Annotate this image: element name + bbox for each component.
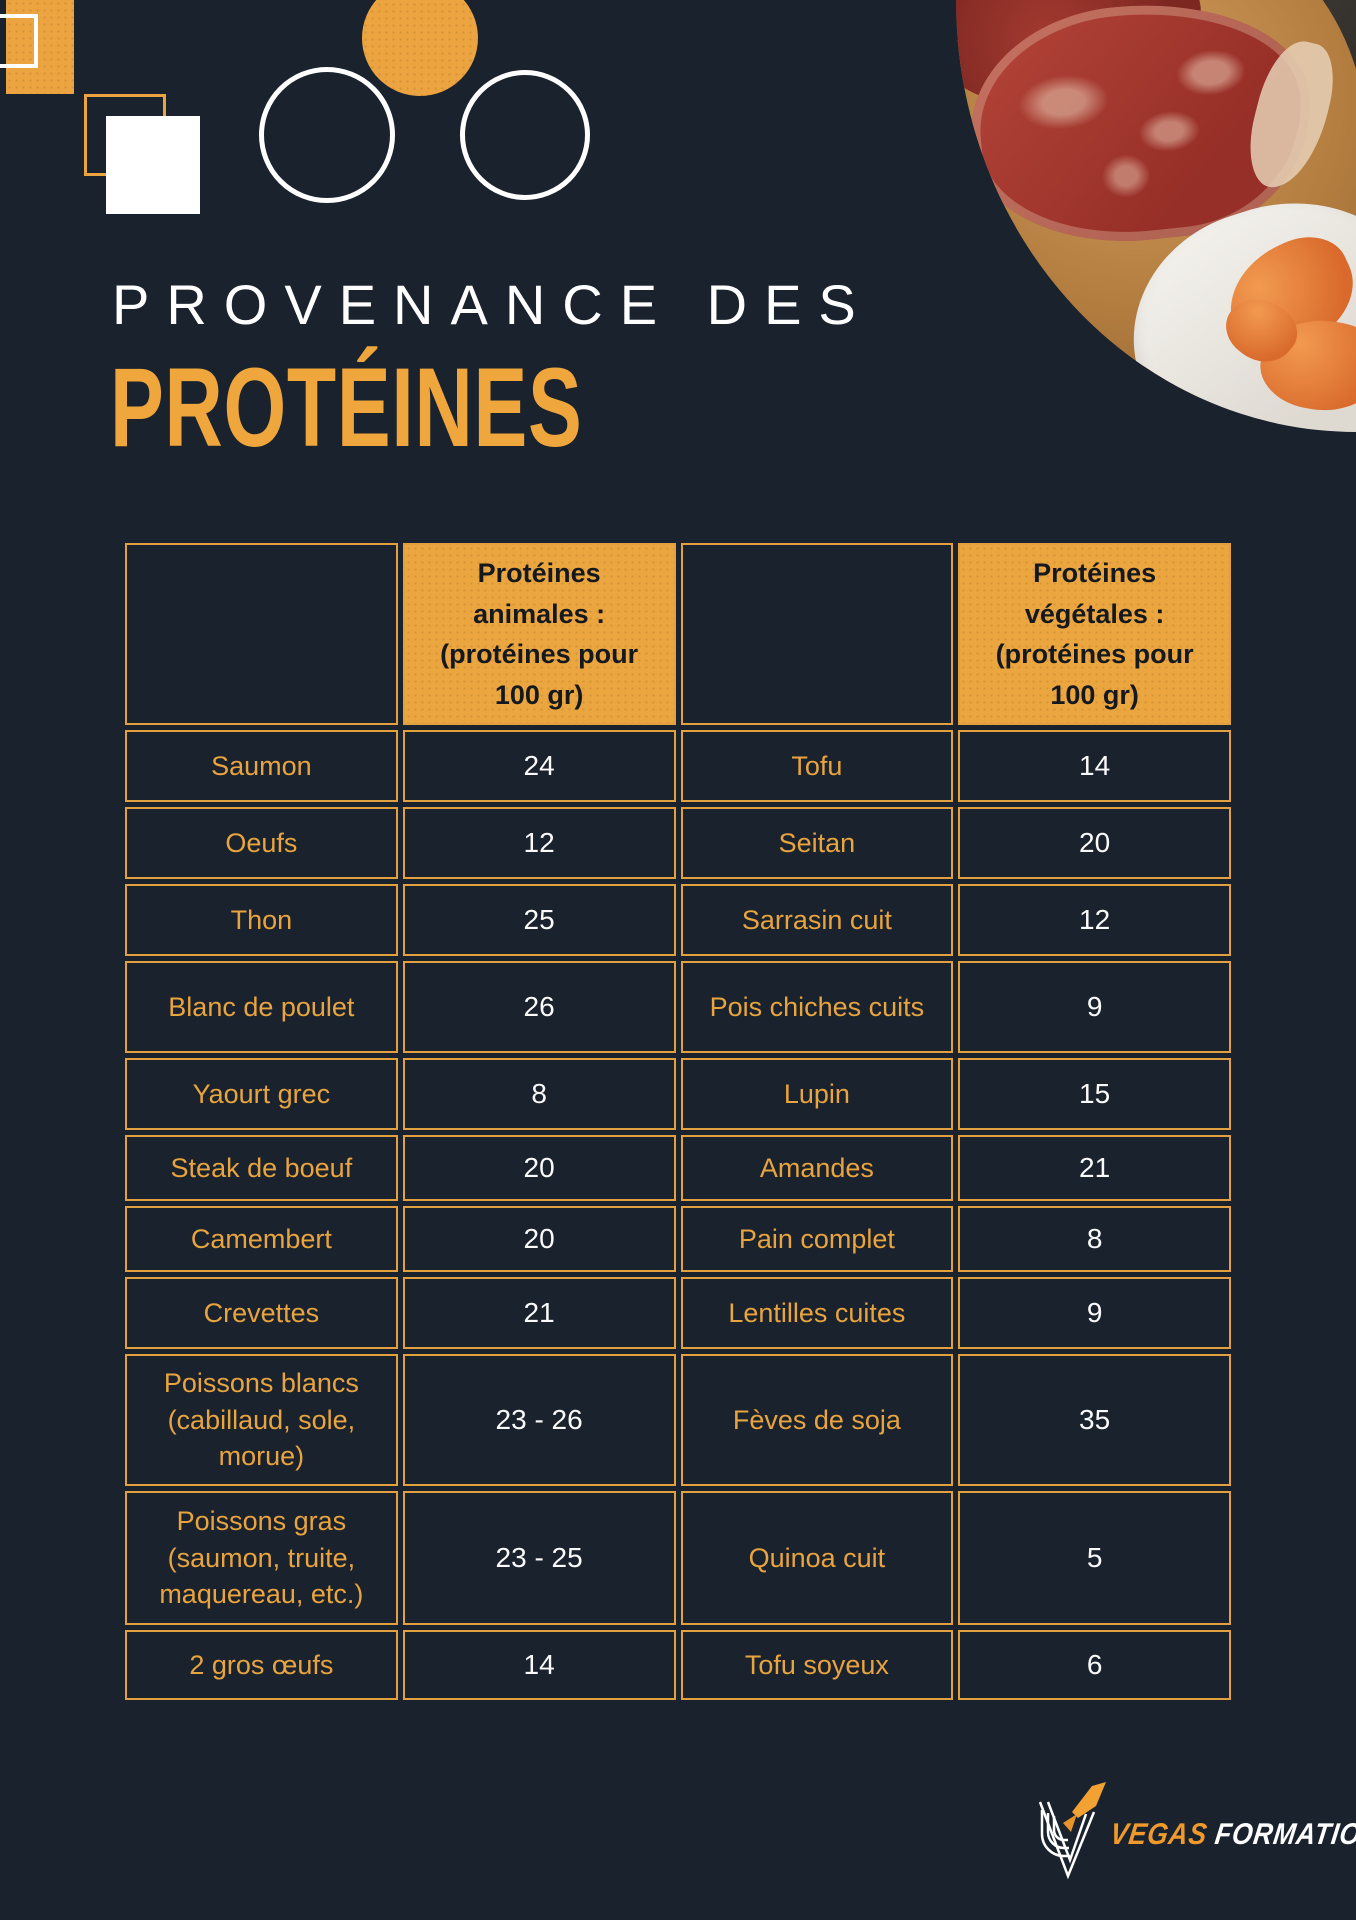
table-row: Blanc de poulet 26 Pois chiches cuits 9 — [125, 961, 1231, 1053]
header-vegetal-proteins: Protéines végétales : (protéines pour 10… — [958, 543, 1231, 725]
table-row: Steak de boeuf 20 Amandes 21 — [125, 1135, 1231, 1201]
protein-value-cell: 20 — [402, 1206, 676, 1272]
food-name-cell: Pois chiches cuits — [680, 961, 954, 1053]
table-row: Yaourt grec 8 Lupin 15 — [125, 1058, 1231, 1130]
protein-value-cell: 8 — [402, 1058, 676, 1130]
decor-white-circle-right — [460, 70, 590, 200]
protein-table: Protéines animales : (protéines pour 100… — [120, 538, 1236, 1705]
food-name-cell: Lupin — [680, 1058, 954, 1130]
table-row: Poissons gras (saumon, truite, maquereau… — [125, 1491, 1231, 1625]
food-name-cell: Seitan — [680, 807, 954, 879]
food-name-cell: Sarrasin cuit — [680, 884, 954, 956]
food-name-cell: Pain complet — [680, 1206, 954, 1272]
food-name-cell: Camembert — [125, 1206, 398, 1272]
food-photo — [956, 0, 1356, 432]
protein-value-cell: 12 — [958, 884, 1231, 956]
protein-value-cell: 12 — [402, 807, 676, 879]
logo-v-emblem-icon — [1038, 1782, 1106, 1880]
protein-value-cell: 35 — [958, 1354, 1231, 1486]
food-name-cell: Lentilles cuites — [680, 1277, 954, 1349]
table-row: Camembert 20 Pain complet 8 — [125, 1206, 1231, 1272]
protein-value-cell: 21 — [402, 1277, 676, 1349]
food-name-cell: Steak de boeuf — [125, 1135, 398, 1201]
protein-value-cell: 21 — [958, 1135, 1231, 1201]
food-name-cell: Oeufs — [125, 807, 398, 879]
logo-wordmark: VEGAS FORMATION — [1108, 1818, 1356, 1852]
protein-value-cell: 9 — [958, 961, 1231, 1053]
protein-value-cell: 9 — [958, 1277, 1231, 1349]
food-name-cell: Yaourt grec — [125, 1058, 398, 1130]
food-name-cell: Poissons gras (saumon, truite, maquereau… — [125, 1491, 398, 1625]
table-row: Thon 25 Sarrasin cuit 12 — [125, 884, 1231, 956]
food-name-cell: Fèves de soja — [680, 1354, 954, 1486]
vegas-formation-logo: VEGAS FORMATION — [1032, 1782, 1356, 1892]
protein-value-cell: 6 — [958, 1630, 1231, 1700]
protein-value-cell: 25 — [402, 884, 676, 956]
decor-white-square — [106, 116, 200, 214]
food-name-cell: Thon — [125, 884, 398, 956]
page-title-line1: PROVENANCE DES — [112, 273, 873, 336]
table-row: Poissons blancs (cabillaud, sole, morue)… — [125, 1354, 1231, 1486]
food-name-cell: Tofu soyeux — [680, 1630, 954, 1700]
table-row: Crevettes 21 Lentilles cuites 9 — [125, 1277, 1231, 1349]
table-row: 2 gros œufs 14 Tofu soyeux 6 — [125, 1630, 1231, 1700]
protein-value-cell: 26 — [402, 961, 676, 1053]
food-name-cell: Blanc de poulet — [125, 961, 398, 1053]
protein-value-cell: 15 — [958, 1058, 1231, 1130]
food-name-cell: Amandes — [680, 1135, 954, 1201]
decor-white-outline-square — [0, 14, 38, 68]
header-empty-cell — [125, 543, 398, 725]
protein-value-cell: 14 — [958, 730, 1231, 802]
header-animal-proteins: Protéines animales : (protéines pour 100… — [402, 543, 676, 725]
table-row: Oeufs 12 Seitan 20 — [125, 807, 1231, 879]
protein-value-cell: 23 - 26 — [402, 1354, 676, 1486]
table-header-row: Protéines animales : (protéines pour 100… — [125, 543, 1231, 725]
protein-value-cell: 14 — [402, 1630, 676, 1700]
table-row: Saumon 24 Tofu 14 — [125, 730, 1231, 802]
food-name-cell: Crevettes — [125, 1277, 398, 1349]
food-name-cell: Quinoa cuit — [680, 1491, 954, 1625]
food-name-cell: 2 gros œufs — [125, 1630, 398, 1700]
header-empty-cell — [680, 543, 954, 725]
protein-value-cell: 5 — [958, 1491, 1231, 1625]
protein-value-cell: 20 — [402, 1135, 676, 1201]
protein-value-cell: 24 — [402, 730, 676, 802]
food-name-cell: Poissons blancs (cabillaud, sole, morue) — [125, 1354, 398, 1486]
protein-value-cell: 23 - 25 — [402, 1491, 676, 1625]
protein-value-cell: 20 — [958, 807, 1231, 879]
food-name-cell: Tofu — [680, 730, 954, 802]
logo-suffix-text: FORMATION — [1212, 1818, 1356, 1851]
page-title-line2: PROTÉINES — [110, 345, 583, 470]
protein-value-cell: 8 — [958, 1206, 1231, 1272]
food-name-cell: Saumon — [125, 730, 398, 802]
decor-orange-circle — [362, 0, 478, 96]
logo-brand-text: VEGAS — [1108, 1818, 1210, 1851]
decor-white-circle-left — [259, 67, 395, 203]
